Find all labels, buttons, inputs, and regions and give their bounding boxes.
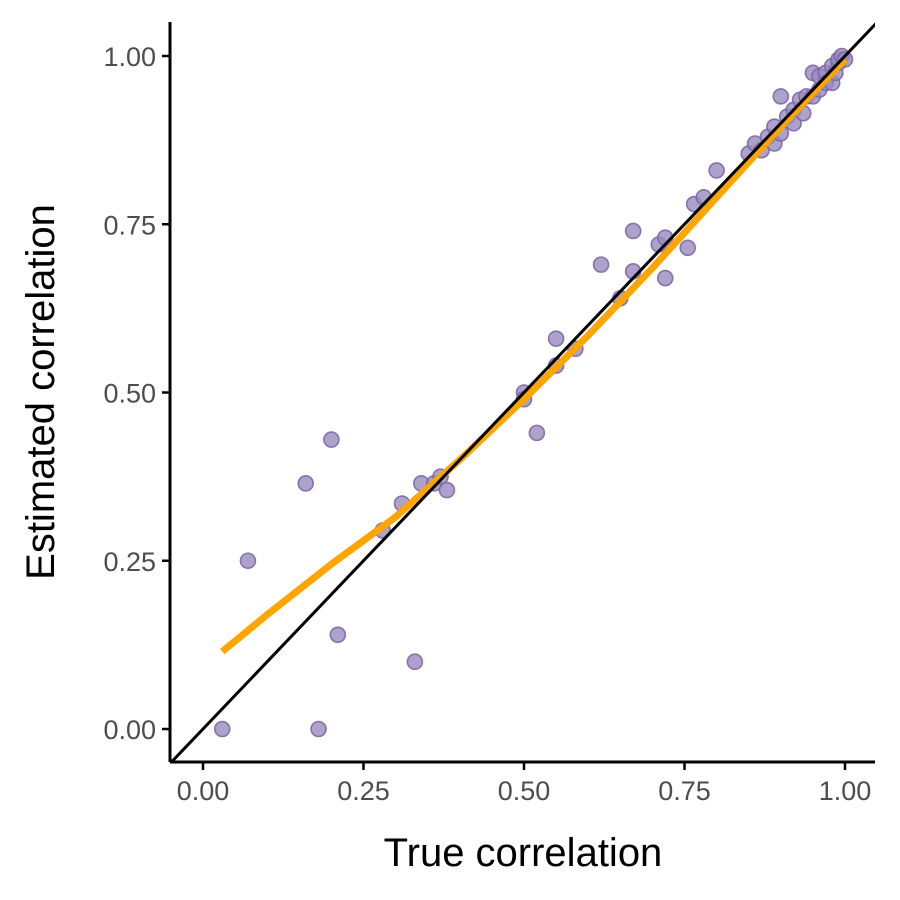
x-axis-title: True correlation: [384, 831, 663, 875]
data-point: [297, 475, 315, 492]
data-point: [624, 222, 642, 240]
y-axis-title: Estimated correlation: [19, 204, 63, 580]
data-point: [592, 256, 610, 273]
axes: 0.00 0.25 0.50 0.75 1.00 0.00 0.25 0.50 0.75 1.00: [103, 22, 875, 806]
data-point: [406, 653, 424, 671]
x-tick-label: 0.50: [498, 776, 551, 806]
x-tick-label: 0.75: [658, 776, 711, 806]
panel: [170, 22, 875, 762]
data-point: [239, 552, 257, 570]
data-point: [656, 269, 674, 287]
data-point: [323, 431, 340, 448]
x-tick-label: 0.25: [337, 776, 390, 806]
data-point: [438, 481, 456, 499]
y-tick-label: 0.00: [103, 715, 156, 745]
y-tick-label: 1.00: [103, 42, 156, 72]
data-point: [329, 626, 347, 644]
y-tick-label: 0.50: [103, 379, 156, 409]
data-point: [547, 330, 565, 347]
y-tick-label: 0.75: [103, 210, 156, 240]
data-point: [708, 162, 725, 179]
smooth-curve: [220, 56, 848, 655]
data-point: [679, 239, 697, 257]
data-point: [213, 720, 231, 738]
y-tick-label: 0.25: [103, 547, 156, 577]
identity-line: [170, 22, 875, 762]
data-point: [772, 88, 790, 105]
plot-area: [170, 22, 875, 762]
x-tick-label: 0.00: [177, 776, 230, 806]
data-point: [528, 424, 546, 442]
data-point: [310, 720, 327, 738]
x-tick-label: 1.00: [819, 776, 872, 806]
